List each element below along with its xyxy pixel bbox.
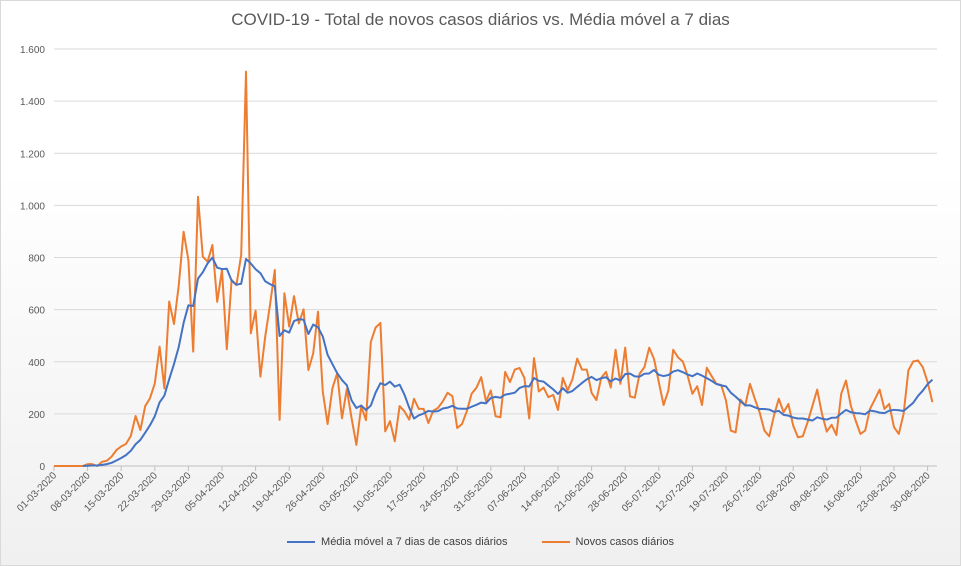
legend-swatch-orange <box>541 541 570 543</box>
y-tick-label: 0 <box>39 462 45 473</box>
y-tick-label: 1.000 <box>20 201 45 212</box>
y-tick-label: 1.600 <box>20 45 45 56</box>
y-tick-label: 200 <box>28 410 45 421</box>
legend-label: Média móvel a 7 dias de casos diários <box>321 536 508 548</box>
legend-swatch-blue <box>287 541 316 543</box>
legend-item-moving-average: Média móvel a 7 dias de casos diários <box>287 536 508 548</box>
series-line-media-movel-7-dias <box>82 256 934 467</box>
y-tick-label: 600 <box>28 306 45 317</box>
chart-title: COVID-19 - Total de novos casos diários … <box>231 10 730 29</box>
y-tick-label: 1.200 <box>20 149 45 160</box>
legend: Média móvel a 7 dias de casos diários No… <box>0 536 961 548</box>
y-tick-label: 800 <box>28 254 45 265</box>
y-tick-label: 1.400 <box>20 97 45 108</box>
series-line-novos-casos-diarios <box>54 70 934 467</box>
legend-label: Novos casos diários <box>575 536 674 548</box>
legend-item-daily-cases: Novos casos diários <box>541 536 674 548</box>
y-tick-label: 400 <box>28 358 45 369</box>
